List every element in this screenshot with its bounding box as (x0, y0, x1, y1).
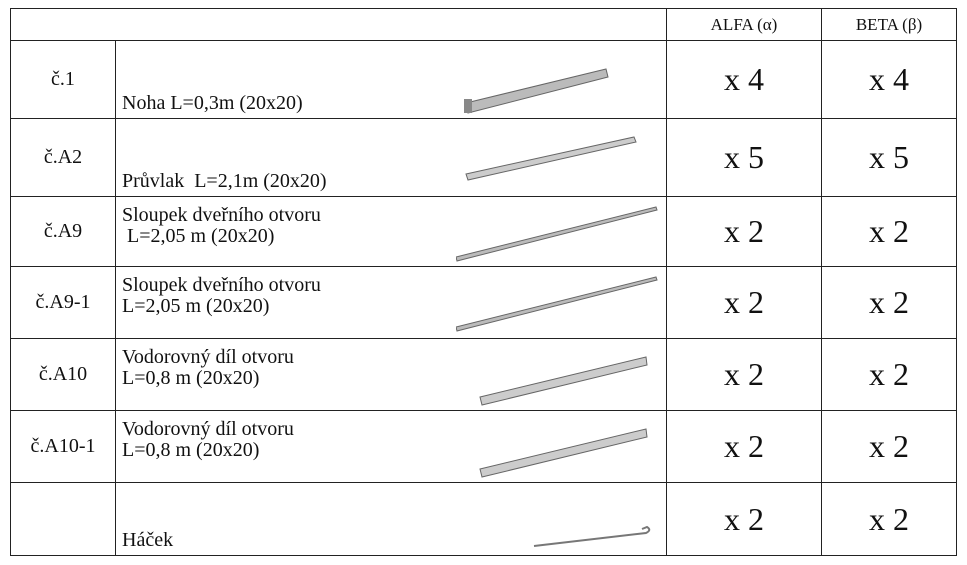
beta-qty: x 4 (821, 40, 957, 119)
description-cell: Průvlak L=2,1m (20x20) (115, 118, 667, 197)
description: Průvlak L=2,1m (20x20) (122, 171, 327, 192)
alfa-qty: x 4 (666, 40, 822, 119)
description-cell: Noha L=0,3m (20x20) (115, 40, 667, 119)
description-line: Háček (122, 529, 174, 551)
beta-qty: x 2 (821, 482, 957, 556)
code-cell: č.1 (10, 40, 116, 119)
code-cell: č.A10-1 (10, 410, 116, 483)
part-drawing (465, 136, 637, 181)
part-drawing (456, 206, 658, 262)
description-line: Sloupek dveřního otvoru (122, 274, 321, 296)
beta-qty: x 2 (821, 196, 957, 267)
description-line: Sloupek dveřního otvoru (122, 204, 321, 226)
description: Vodorovný díl otvoru L=0,8 m (20x20) (122, 347, 294, 389)
description-line: Vodorovný díl otvoru (122, 346, 294, 368)
alfa-qty: x 2 (666, 196, 822, 267)
description-line: Průvlak L=2,1m (20x20) (122, 170, 327, 192)
code-cell: č.A9-1 (10, 266, 116, 339)
description-cell: Sloupek dveřního otvoru L=2,05 m (20x20) (115, 196, 667, 267)
parts-table: ALFA (α) BETA (β) č.1 Noha L=0,3m (20x20)… (10, 8, 957, 556)
beta-qty: x 2 (821, 338, 957, 411)
code-cell: č.A9 (10, 196, 116, 267)
description: Sloupek dveřního otvoru L=2,05 m (20x20) (122, 205, 321, 247)
description-cell: Vodorovný díl otvoru L=0,8 m (20x20) (115, 410, 667, 483)
table-row: č.A10-1 Vodorovný díl otvoru L=0,8 m (20x2… (10, 410, 957, 483)
table-row: č.A9 Sloupek dveřního otvoru L=2,05 m (20… (10, 196, 957, 267)
alfa-qty: x 2 (666, 338, 822, 411)
description-cell: Háček (115, 482, 667, 556)
table-row: č.A9-1 Sloupek dveřního otvoru L=2,05 m (2… (10, 266, 957, 339)
alfa-qty: x 2 (666, 482, 822, 556)
header-row: ALFA (α) BETA (β) (10, 8, 957, 41)
part-drawing (456, 276, 658, 332)
description: Noha L=0,3m (20x20) (122, 93, 303, 114)
description: Háček (122, 530, 173, 551)
description-cell: Sloupek dveřního otvoru L=2,05 m (20x20) (115, 266, 667, 339)
alfa-qty: x 2 (666, 410, 822, 483)
code-cell: č.A2 (10, 118, 116, 197)
header-cell: ALFA (α) (666, 8, 822, 41)
part-drawing (464, 68, 609, 114)
part-drawing (533, 525, 651, 547)
description-cell: Vodorovný díl otvoru L=0,8 m (20x20) (115, 338, 667, 411)
description: Sloupek dveřního otvoru L=2,05 m (20x20) (122, 275, 321, 317)
description-line: Vodorovný díl otvoru (122, 418, 294, 440)
description-line: L=0,8 m (20x20) (122, 439, 260, 461)
table-body: ALFA (α) BETA (β) č.1 Noha L=0,3m (20x20)… (10, 8, 957, 556)
header-cell: BETA (β) (821, 8, 957, 41)
description-line: L=0,8 m (20x20) (122, 367, 260, 389)
code-cell (10, 482, 116, 556)
beta-qty: x 2 (821, 266, 957, 339)
part-drawing (479, 356, 648, 406)
description-line: L=2,05 m (20x20) (122, 225, 275, 247)
alfa-qty: x 2 (666, 266, 822, 339)
table-row: č.A10 Vodorovný díl otvoru L=0,8 m (20x20)… (10, 338, 957, 411)
beta-qty: x 2 (821, 410, 957, 483)
alfa-qty: x 5 (666, 118, 822, 197)
header-blank (10, 8, 667, 41)
description-line: Noha L=0,3m (20x20) (122, 92, 303, 114)
beta-qty: x 5 (821, 118, 957, 197)
description: Vodorovný díl otvoru L=0,8 m (20x20) (122, 419, 294, 461)
part-drawing (479, 428, 648, 478)
code-cell: č.A10 (10, 338, 116, 411)
description-line: L=2,05 m (20x20) (122, 295, 270, 317)
